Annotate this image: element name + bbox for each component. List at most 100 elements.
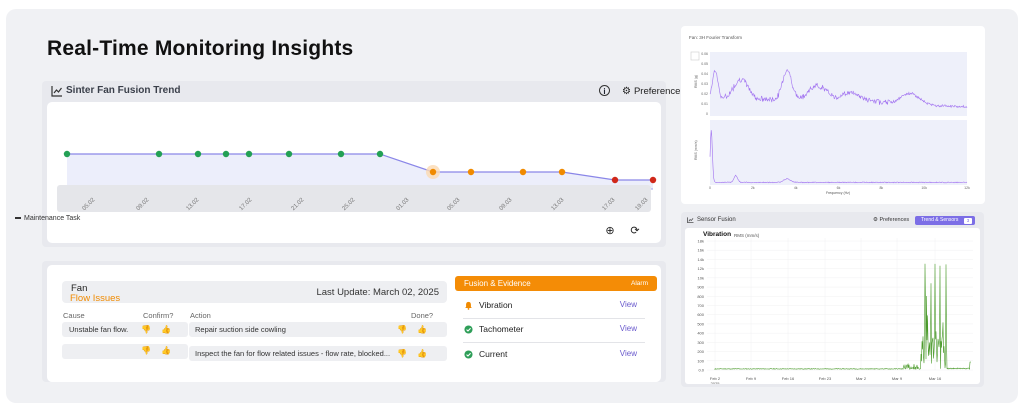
fft-toggle[interactable] (690, 51, 700, 61)
fusion-evidence-header: Fusion & Evidence Alarm (455, 276, 657, 291)
vibration-y-tick: 800 (697, 294, 704, 299)
trend-point[interactable] (63, 150, 71, 158)
legend-label: Maintenance Task (24, 215, 81, 222)
vibration-x-tick: Feb 16 (782, 376, 795, 381)
trend-point[interactable] (222, 150, 230, 158)
line-chart-icon (687, 217, 694, 223)
thumb-up-icon[interactable]: 👍 (161, 346, 171, 355)
check-circle-icon (464, 325, 473, 334)
vibration-y-tick: 12k (698, 266, 704, 271)
trend-line (67, 153, 653, 181)
sensor-fusion-card: Vibration RMS (mm/s) 18k 16k 14k 12k 10k 900 8… (685, 228, 980, 384)
vibration-y-tick: 200 (697, 349, 704, 354)
fft-y-tick: 0.03 (701, 82, 708, 86)
view-link[interactable]: View (619, 300, 637, 309)
maintenance-legend: Maintenance Task (15, 215, 80, 222)
trend-sensors-badge: 3 (964, 217, 972, 224)
fft-y-tick: 0.01 (701, 102, 708, 106)
thumb-down-icon[interactable]: 👎 (141, 346, 151, 355)
col-action: Action (190, 311, 211, 320)
vibration-y-tick: 500 (697, 321, 704, 326)
fft-y-tick: 0 (706, 112, 708, 116)
fft-x-tick: 8k (879, 186, 883, 190)
fusion-trend-title: Sinter Fan Fusion Trend (66, 85, 181, 96)
preferences-label: Preferences (879, 217, 910, 223)
fusion-trend-panel: Sinter Fan Fusion Trend i ⚙ Preference ⌄… (42, 81, 695, 247)
refresh-icon[interactable]: ⟳ (630, 225, 640, 237)
fft-y-tick: 0.06 (701, 52, 708, 56)
trend-point[interactable] (376, 150, 384, 158)
fft-x-tick: 12k (964, 186, 970, 190)
trend-sensors-button[interactable]: Trend & Sensors 3 (915, 216, 975, 225)
fft-y-tick: 0.02 (701, 92, 708, 96)
vibration-x-tick: Feb 2 (710, 376, 721, 381)
vibration-y-tick: 10k (698, 275, 704, 280)
fft-x-tick: 0 (709, 186, 711, 190)
fusion-evidence-title: Fusion & Evidence (464, 279, 531, 288)
sliders-icon: ⚙ (873, 217, 880, 223)
thumb-down-icon[interactable]: 👎 (397, 349, 407, 358)
info-icon[interactable]: i (599, 85, 610, 96)
trend-point[interactable] (155, 150, 163, 158)
fft-y-tick: 0.05 (701, 62, 708, 66)
fft-bottom-ylabel: RMS (mm/s) (694, 140, 698, 160)
thumb-up-icon[interactable]: 👍 (417, 325, 427, 334)
fusion-trend-card: 05.02 09.02 13.02 17.02 21.02 25.02 01.03 05.03… (47, 102, 661, 243)
fft-title: Fan: 3H Fourier Transform (689, 35, 743, 40)
vibration-x-tick: Mar 16 (929, 376, 942, 381)
fan-header: Fan Flow Issues Last Update: March 02, 2… (62, 281, 447, 304)
trend-point[interactable] (337, 150, 345, 158)
fft-chart: 0.06 0.05 0.04 0.03 0.02 0.01 0 0 2k 4k 6k 8k 10k 12… (690, 51, 970, 195)
evidence-row-tachometer[interactable]: Tachometer View (463, 320, 645, 343)
fourier-transform-card: Fan: 3H Fourier Transform 0.06 0.05 0.04 0.… (681, 26, 985, 204)
fan-issue-type: Flow Issues (70, 293, 121, 304)
trend-point[interactable] (467, 168, 475, 176)
trend-point[interactable] (429, 168, 437, 176)
view-link[interactable]: View (619, 349, 637, 358)
evidence-label: Current (479, 349, 508, 359)
evidence-row-current[interactable]: Current View (463, 345, 645, 367)
vibration-y-tick: 16k (698, 248, 704, 253)
alarm-badge: Alarm (631, 280, 648, 287)
line-chart-icon (51, 86, 62, 97)
trend-point[interactable] (285, 150, 293, 158)
thumb-up-icon[interactable]: 👍 (161, 325, 171, 334)
fft-x-tick: 6k (837, 186, 841, 190)
trend-point[interactable] (194, 150, 202, 158)
action-cell: Repair suction side cowling (189, 322, 447, 337)
view-link[interactable]: View (619, 324, 637, 333)
fan-name: Fan (71, 283, 88, 294)
evidence-row-vibration[interactable]: Vibration View (463, 296, 645, 319)
sensor-fusion-title: Sensor Fusion (697, 217, 736, 223)
vibration-x-tick: Mar 2 (856, 376, 867, 381)
action-cell: Inspect the fan for flow related issues … (189, 346, 447, 361)
thumb-down-icon[interactable]: 👎 (141, 325, 151, 334)
vibration-chart-unit: RMS (mm/s) (734, 232, 760, 238)
evidence-label: Tachometer (479, 324, 524, 334)
fusion-trend-header: Sinter Fan Fusion Trend i ⚙ Preference ⌄ (42, 81, 695, 101)
maintenance-task-band (57, 185, 651, 212)
vibration-y-tick: 400 (697, 331, 704, 336)
trend-point[interactable] (649, 176, 657, 184)
vibration-y-tick: 300 (697, 340, 704, 345)
trend-point[interactable] (611, 176, 619, 184)
zoom-icon[interactable]: ⊕ (605, 225, 615, 237)
thumb-down-icon[interactable]: 👎 (397, 325, 407, 334)
vibration-x-tick: Mar 9 (892, 376, 903, 381)
trend-point[interactable] (558, 168, 566, 176)
sensor-fusion-panel: Sensor Fusion ⚙ Preferences Trend & Sens… (681, 212, 984, 387)
check-circle-icon (464, 350, 473, 359)
col-cause: Cause (63, 311, 85, 320)
cause-cell (62, 344, 188, 359)
fft-x-tick: 4k (794, 186, 798, 190)
fusion-trend-chart: 05.02 09.02 13.02 17.02 21.02 25.02 01.03 05.03… (57, 150, 657, 212)
fft-xlabel: Frequency (Hz) (826, 191, 850, 195)
vibration-x-year: 2025 (711, 381, 721, 384)
trend-point[interactable] (245, 150, 253, 158)
trend-point[interactable] (519, 168, 527, 176)
preferences-button[interactable]: ⚙ Preferences (873, 217, 909, 223)
vibration-y-tick: 700 (697, 303, 704, 308)
thumb-up-icon[interactable]: 👍 (417, 349, 427, 358)
vibration-y-tick: 600 (697, 312, 704, 317)
fusion-evidence-panel: Fusion & Evidence Alarm Vibration View T… (455, 276, 657, 380)
